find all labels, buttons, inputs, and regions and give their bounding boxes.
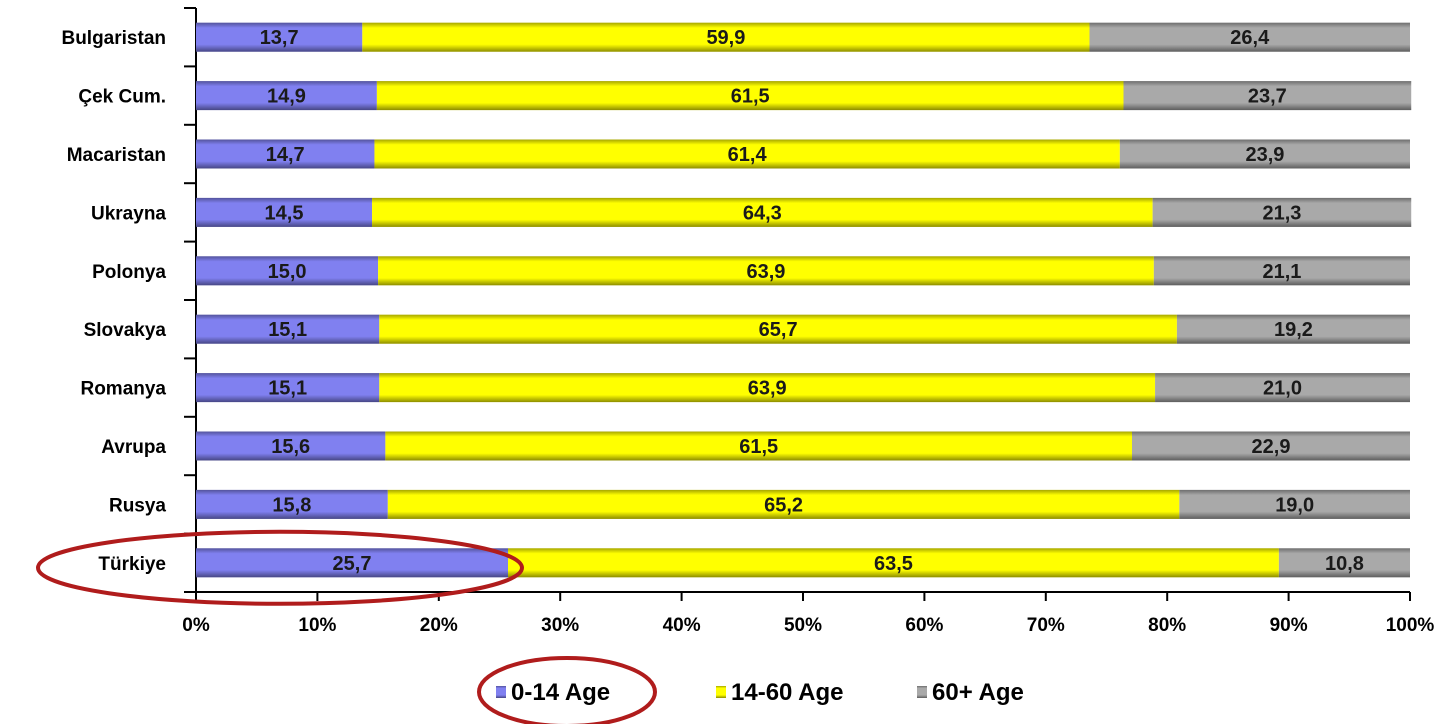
category-label-t-rkiye: Türkiye bbox=[98, 554, 166, 575]
x-tick-label: 10% bbox=[298, 615, 336, 636]
data-label-ukrayna-60-age: 21,3 bbox=[1262, 202, 1301, 224]
highlight-ellipse-turkiye bbox=[36, 529, 524, 606]
bar-shade-t-rkiye-0-14-age bbox=[196, 548, 508, 578]
bar-shade-slovakya-0-14-age bbox=[196, 314, 380, 344]
bar-shade-polonya-14-60-age bbox=[378, 256, 1154, 286]
highlight-ellipse-legend bbox=[477, 656, 657, 724]
bar-shade-macaristan-14-60-age bbox=[374, 139, 1120, 169]
data-label-ek-cum-60-age: 23,7 bbox=[1248, 86, 1287, 108]
bar-shade-macaristan-0-14-age bbox=[196, 139, 375, 169]
x-tick-labels: 0% 10% 20% 30% 40% 50% 60% 70% 80% 90% 100% bbox=[182, 615, 1434, 636]
category-label-polonya: Polonya bbox=[92, 262, 166, 283]
legend-label-0-14-age: 0-14 Age bbox=[511, 679, 610, 706]
legend-swatch-shade-14-60-age bbox=[716, 686, 726, 698]
bar-shade-ukrayna-60-age bbox=[1152, 197, 1412, 227]
bar-shade-romanya-14-60-age bbox=[379, 373, 1156, 403]
data-label-macaristan-0-14-age: 14,7 bbox=[266, 144, 305, 166]
legend: 0-14 Age 14-60 Age 60+ Age bbox=[496, 679, 1024, 706]
data-label-bulgaristan-0-14-age: 13,7 bbox=[260, 27, 299, 49]
data-label-polonya-0-14-age: 15,0 bbox=[268, 261, 307, 283]
bar-shade-rusya-14-60-age bbox=[387, 489, 1180, 519]
data-label-avrupa-0-14-age: 15,6 bbox=[271, 436, 310, 458]
data-label-ukrayna-0-14-age: 14,5 bbox=[265, 202, 304, 224]
data-label-slovakya-14-60-age: 65,7 bbox=[759, 319, 798, 341]
x-tick-label: 90% bbox=[1270, 615, 1308, 636]
data-label-t-rkiye-14-60-age: 63,5 bbox=[874, 553, 913, 575]
category-label-avrupa: Avrupa bbox=[101, 437, 166, 458]
bar-shade-ek-cum-14-60-age bbox=[376, 81, 1124, 111]
data-label-ek-cum-0-14-age: 14,9 bbox=[267, 86, 306, 108]
data-label-polonya-14-60-age: 63,9 bbox=[747, 261, 786, 283]
data-label-slovakya-0-14-age: 15,1 bbox=[268, 319, 307, 341]
data-label-romanya-60-age: 21,0 bbox=[1263, 378, 1302, 400]
data-label-t-rkiye-60-age: 10,8 bbox=[1325, 553, 1364, 575]
data-label-romanya-14-60-age: 63,9 bbox=[748, 378, 787, 400]
category-labels: Bulgaristan Çek Cum. Macaristan Ukrayna Polo… bbox=[61, 28, 166, 575]
data-label-ukrayna-14-60-age: 64,3 bbox=[743, 202, 782, 224]
data-label-polonya-60-age: 21,1 bbox=[1262, 261, 1301, 283]
data-label-bulgaristan-14-60-age: 59,9 bbox=[706, 27, 745, 49]
data-label-slovakya-60-age: 19,2 bbox=[1274, 319, 1313, 341]
bar-shade-ukrayna-14-60-age bbox=[372, 197, 1153, 227]
x-tick-label: 30% bbox=[541, 615, 579, 636]
annotations bbox=[36, 529, 657, 724]
data-label-bulgaristan-60-age: 26,4 bbox=[1230, 27, 1270, 49]
bar-shade-romanya-60-age bbox=[1155, 373, 1410, 403]
category-label-ek-cum: Çek Cum. bbox=[78, 87, 166, 108]
data-label-rusya-0-14-age: 15,8 bbox=[272, 494, 311, 516]
data-label-ek-cum-14-60-age: 61,5 bbox=[731, 86, 770, 108]
data-label-romanya-0-14-age: 15,1 bbox=[268, 378, 307, 400]
bar-shade-ukrayna-0-14-age bbox=[196, 197, 373, 227]
bar-shade-bulgaristan-60-age bbox=[1089, 22, 1410, 52]
legend-swatch-shade-0-14-age bbox=[496, 686, 506, 698]
bar-shade-t-rkiye-60-age bbox=[1278, 548, 1410, 578]
x-tick-label: 70% bbox=[1027, 615, 1065, 636]
x-tick-label: 50% bbox=[784, 615, 822, 636]
data-label-rusya-60-age: 19,0 bbox=[1275, 494, 1314, 516]
bar-shade-bulgaristan-0-14-age bbox=[196, 22, 363, 52]
x-tick-label: 80% bbox=[1148, 615, 1186, 636]
bar-area: 13,7 59,9 26,4 14,9 61,5 23,7 14,7 61,4 23,9 14,5… bbox=[196, 22, 1412, 578]
category-label-slovakya: Slovakya bbox=[84, 320, 167, 341]
bar-shade-slovakya-60-age bbox=[1176, 314, 1410, 344]
data-label-rusya-14-60-age: 65,2 bbox=[764, 494, 803, 516]
x-tick-label: 0% bbox=[182, 615, 210, 636]
data-label-macaristan-14-60-age: 61,4 bbox=[728, 144, 768, 166]
bar-shade-ek-cum-0-14-age bbox=[196, 81, 377, 111]
bar-shade-ek-cum-60-age bbox=[1123, 81, 1412, 111]
x-tick-label: 100% bbox=[1386, 615, 1435, 636]
data-label-avrupa-14-60-age: 61,5 bbox=[739, 436, 778, 458]
legend-swatch-shade-60-age bbox=[917, 686, 927, 698]
legend-label-14-60-age: 14-60 Age bbox=[731, 679, 844, 706]
bar-shade-romanya-0-14-age bbox=[196, 373, 380, 403]
data-label-t-rkiye-0-14-age: 25,7 bbox=[333, 553, 372, 575]
category-label-ukrayna: Ukrayna bbox=[91, 203, 166, 224]
legend-label-60-age: 60+ Age bbox=[932, 679, 1024, 706]
bar-shade-avrupa-14-60-age bbox=[385, 431, 1132, 461]
bar-shade-rusya-0-14-age bbox=[196, 489, 388, 519]
bar-shade-bulgaristan-14-60-age bbox=[362, 22, 1090, 52]
x-tick-label: 20% bbox=[420, 615, 458, 636]
bar-shade-avrupa-60-age bbox=[1131, 431, 1410, 461]
category-label-rusya: Rusya bbox=[109, 495, 166, 516]
data-label-avrupa-60-age: 22,9 bbox=[1252, 436, 1291, 458]
bar-shade-polonya-0-14-age bbox=[196, 256, 379, 286]
x-tick-label: 60% bbox=[905, 615, 943, 636]
bar-shade-avrupa-0-14-age bbox=[196, 431, 386, 461]
bar-shade-rusya-60-age bbox=[1179, 489, 1410, 519]
bar-shade-t-rkiye-14-60-age bbox=[507, 548, 1279, 578]
bar-shade-slovakya-14-60-age bbox=[379, 314, 1177, 344]
data-label-macaristan-60-age: 23,9 bbox=[1245, 144, 1284, 166]
category-label-romanya: Romanya bbox=[80, 379, 166, 400]
bar-shade-polonya-60-age bbox=[1153, 256, 1410, 286]
bar-shade-macaristan-60-age bbox=[1119, 139, 1410, 169]
category-label-bulgaristan: Bulgaristan bbox=[61, 28, 166, 49]
category-label-macaristan: Macaristan bbox=[67, 145, 166, 166]
x-tick-label: 40% bbox=[663, 615, 701, 636]
